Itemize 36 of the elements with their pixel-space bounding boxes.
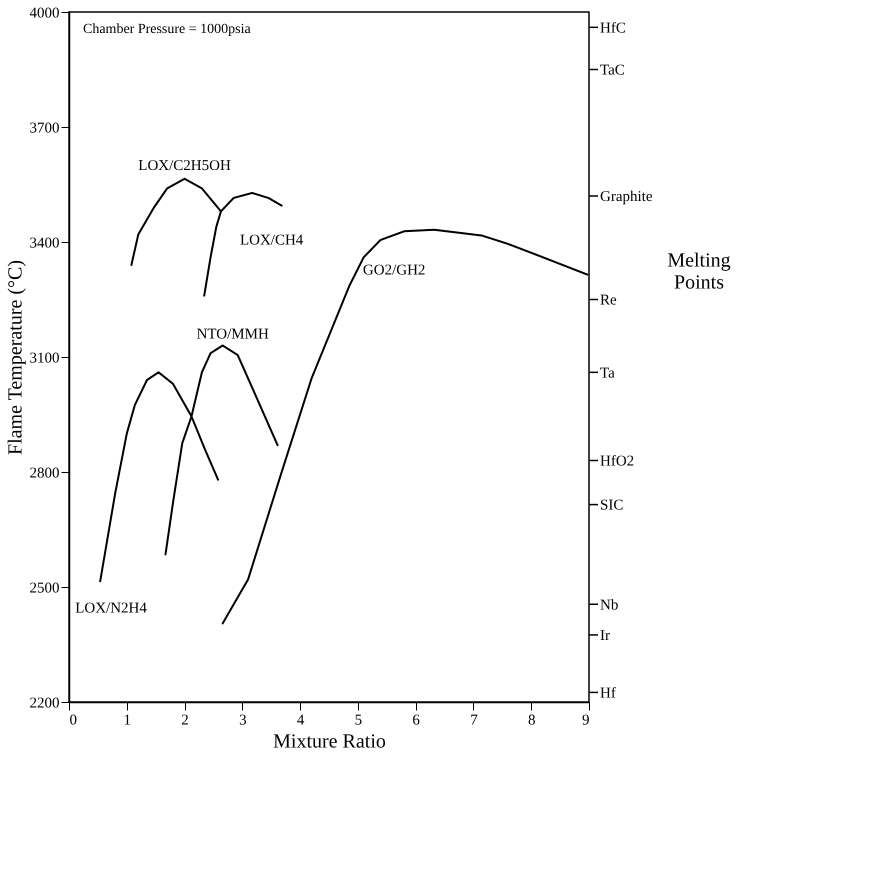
y-axis-title: Flame Temperature (°C) xyxy=(4,260,26,456)
series-label: LOX/C2H5OH xyxy=(138,158,231,174)
x-tick-label: 9 xyxy=(582,712,590,728)
x-tick-label: 8 xyxy=(528,712,536,728)
x-tick-label: 2 xyxy=(181,712,189,728)
y-tick-label: 2200 xyxy=(30,696,60,712)
y-tick-label: 3100 xyxy=(30,350,60,366)
ref-line-label: Nb xyxy=(600,597,618,614)
y-tick-label: 3700 xyxy=(30,120,60,136)
x-tick-label: 6 xyxy=(412,712,420,728)
ref-line-label: Ta xyxy=(600,365,616,382)
ref-line-label: Re xyxy=(600,292,618,308)
x-tick-label: 1 xyxy=(124,712,132,728)
x-tick-label: 4 xyxy=(296,712,305,728)
annotation: Chamber Pressure = 1000psia xyxy=(83,22,252,37)
x-tick-label: 3 xyxy=(239,712,247,728)
x-tick-label: 5 xyxy=(354,712,362,728)
ref-line-label: HfC xyxy=(600,20,626,36)
y-tick-label: 2500 xyxy=(30,580,60,596)
series-label: LOX/CH4 xyxy=(240,232,304,249)
ref-line-label: Graphite xyxy=(600,189,653,205)
ref-line-label: Hf xyxy=(600,685,616,702)
y-tick-label: 3400 xyxy=(30,236,60,252)
x-tick-label: 7 xyxy=(470,712,478,728)
series-label: NTO/MMH xyxy=(196,326,269,342)
series-label: GO2/GH2 xyxy=(362,262,426,279)
text: Melting Points xyxy=(667,249,731,294)
series-label: LOX/N2H4 xyxy=(75,600,148,616)
y-tick-label: 4000 xyxy=(30,6,60,22)
y-tick-label: 2800 xyxy=(30,466,60,482)
ref-line-label: SIC xyxy=(600,498,624,514)
ref-line-label: Ir xyxy=(600,628,610,644)
x-axis-title: Mixture Ratio xyxy=(273,730,386,752)
ref-line-label: HfO2 xyxy=(600,454,634,470)
x-tick-label: 0 xyxy=(70,712,77,728)
ref-line-label: TaC xyxy=(600,62,625,78)
